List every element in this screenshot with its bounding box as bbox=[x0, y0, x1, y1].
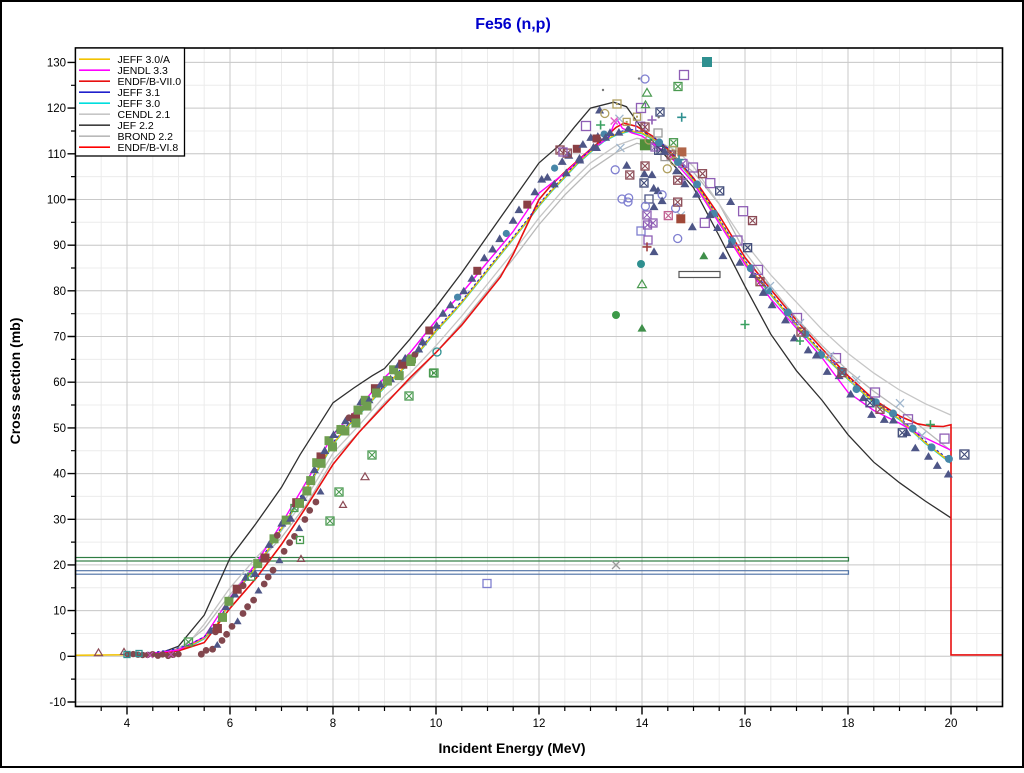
svg-text:20: 20 bbox=[945, 718, 958, 730]
svg-text:12: 12 bbox=[533, 718, 546, 730]
svg-text:JENDL 3.3: JENDL 3.3 bbox=[118, 65, 169, 77]
svg-text:80: 80 bbox=[53, 286, 66, 298]
svg-text:JEFF 3.0: JEFF 3.0 bbox=[118, 98, 161, 110]
svg-text:JEFF 3.1: JEFF 3.1 bbox=[118, 87, 161, 99]
svg-text:40: 40 bbox=[53, 469, 66, 481]
svg-text:110: 110 bbox=[48, 149, 66, 161]
svg-text:6: 6 bbox=[227, 718, 233, 730]
svg-text:100: 100 bbox=[47, 195, 66, 207]
svg-text:JEFF 3.0/A: JEFF 3.0/A bbox=[118, 54, 171, 66]
svg-text:JEF 2.2: JEF 2.2 bbox=[118, 120, 154, 132]
svg-text:20: 20 bbox=[53, 560, 66, 572]
svg-text:8: 8 bbox=[330, 718, 336, 730]
svg-text:Cross section (mb): Cross section (mb) bbox=[7, 318, 23, 445]
svg-text:BROND 2.2: BROND 2.2 bbox=[118, 131, 174, 143]
svg-text:70: 70 bbox=[53, 332, 66, 344]
svg-text:60: 60 bbox=[53, 377, 66, 389]
svg-text:10: 10 bbox=[430, 718, 443, 730]
svg-text:90: 90 bbox=[53, 240, 66, 252]
svg-text:120: 120 bbox=[47, 103, 66, 115]
svg-text:14: 14 bbox=[636, 718, 649, 730]
svg-text:50: 50 bbox=[53, 423, 66, 435]
svg-text:130: 130 bbox=[47, 57, 66, 69]
svg-text:4: 4 bbox=[124, 718, 131, 730]
svg-text:CENDL 2.1: CENDL 2.1 bbox=[118, 109, 171, 121]
svg-text:-10: -10 bbox=[49, 697, 66, 709]
svg-text:ENDF/B-VII.0: ENDF/B-VII.0 bbox=[118, 76, 182, 88]
svg-text:30: 30 bbox=[53, 514, 66, 526]
svg-text:18: 18 bbox=[842, 718, 855, 730]
svg-text:10: 10 bbox=[53, 606, 66, 618]
svg-text:16: 16 bbox=[739, 718, 752, 730]
svg-text:Incident Energy (MeV): Incident Energy (MeV) bbox=[438, 740, 585, 756]
svg-text:ENDF/B-VI.8: ENDF/B-VI.8 bbox=[118, 142, 179, 154]
svg-text:0: 0 bbox=[60, 651, 66, 663]
svg-text:Fe56 (n,p): Fe56 (n,p) bbox=[475, 16, 551, 33]
